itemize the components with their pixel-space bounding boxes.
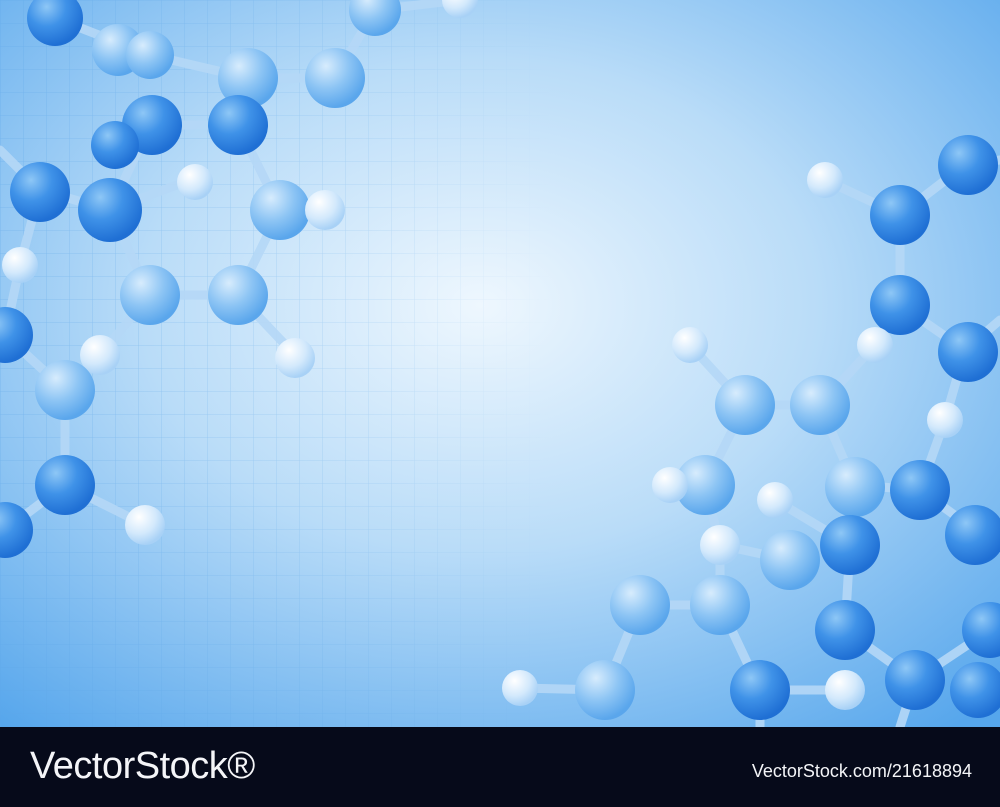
watermark-footer: VectorStock® VectorStock.com/21618894 bbox=[0, 727, 1000, 807]
right-molecule bbox=[502, 135, 1000, 727]
image-id-text: VectorStock.com/21618894 bbox=[751, 761, 972, 781]
molecules-illustration bbox=[0, 0, 1000, 727]
vectorstock-logo: VectorStock® bbox=[30, 745, 255, 787]
left-molecule bbox=[0, 0, 478, 558]
